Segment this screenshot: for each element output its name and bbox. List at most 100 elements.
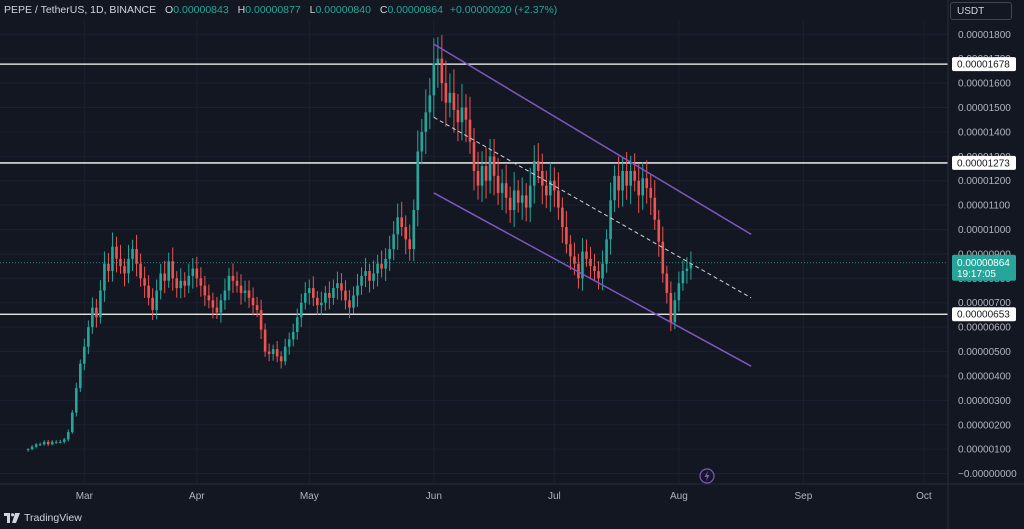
candle-body (279, 356, 283, 362)
candle-body (617, 175, 620, 191)
candle-body (524, 195, 528, 208)
candle-body (436, 58, 440, 64)
candle (163, 260, 166, 294)
candle-body (573, 256, 576, 264)
close-label: C (379, 4, 388, 16)
candle-body (344, 290, 347, 301)
candle (540, 153, 544, 205)
candle-body (412, 210, 416, 250)
grid (0, 20, 948, 484)
change-value: +0.00000020 (+2.37%) (449, 4, 558, 16)
candle-body (159, 273, 162, 291)
candle (685, 256, 689, 284)
channel-support-line[interactable] (433, 192, 752, 367)
candle (641, 162, 645, 210)
candle (251, 287, 255, 316)
candle-body (316, 297, 319, 306)
candle-body (601, 263, 604, 279)
candle-body (263, 329, 267, 352)
candle (629, 155, 632, 205)
candle (512, 172, 516, 227)
candle-body (324, 292, 327, 303)
candle (348, 290, 351, 319)
candle (376, 254, 379, 287)
candle (139, 253, 142, 287)
candle (291, 323, 295, 347)
candle-body (480, 166, 484, 186)
candle (336, 271, 339, 300)
candle-body (135, 249, 138, 264)
candle (633, 153, 636, 192)
candle-body (532, 161, 536, 186)
candle (231, 263, 235, 294)
candle (520, 177, 524, 220)
footer-brand[interactable]: TradingView (24, 512, 82, 524)
candle-body (641, 178, 645, 196)
candle-body (432, 63, 436, 96)
level-label: 0.00001678 (957, 60, 1010, 71)
candle (476, 151, 480, 200)
candle (46, 439, 50, 447)
candle-body (629, 170, 632, 186)
candle-body (528, 185, 532, 208)
candle (70, 410, 74, 434)
candle-body (653, 197, 657, 220)
y-tick-label: 0.00001400 (958, 127, 1011, 138)
candle (79, 359, 82, 393)
channel-mid-line[interactable] (433, 116, 752, 299)
candle (219, 293, 223, 323)
x-tick-label: Sep (795, 491, 813, 502)
candle (199, 267, 203, 297)
candle (352, 286, 355, 314)
candle-body (70, 412, 74, 433)
symbol-name[interactable]: PEPE / TetherUS, 1D, BINANCE (4, 4, 157, 16)
candle (561, 197, 564, 244)
candle-body (167, 261, 171, 281)
candle-body (649, 188, 653, 198)
candle-body (557, 190, 560, 208)
candle (661, 226, 665, 283)
time-axis[interactable]: Mar Apr May Jun Jul Aug Sep Oct (0, 483, 1024, 502)
candle (235, 271, 239, 293)
candle-body (428, 95, 432, 113)
candle (500, 169, 504, 210)
candle (593, 253, 596, 281)
candle-body (444, 83, 448, 103)
channel-resistance-line[interactable] (433, 43, 752, 236)
candle (432, 38, 436, 118)
candle-body (508, 197, 512, 211)
bolt-icon[interactable] (699, 468, 715, 484)
candle-body (307, 288, 311, 293)
candle (436, 37, 440, 88)
candle (50, 440, 54, 446)
candle (545, 170, 548, 209)
candle-body (452, 92, 456, 110)
candle-body (396, 217, 399, 235)
candle-body (320, 302, 323, 306)
candle-body (175, 278, 179, 289)
candle-body (492, 156, 496, 176)
candle-body (95, 307, 98, 318)
candle (605, 229, 608, 273)
candle (380, 250, 383, 278)
candle-body (34, 444, 38, 447)
y-tick-label: 0.00001600 (958, 79, 1011, 90)
candle-body (131, 249, 134, 259)
x-tick-label: May (300, 491, 319, 502)
currency-selector[interactable]: USDT (950, 2, 1012, 20)
candle (26, 448, 30, 452)
candle (299, 293, 303, 328)
candle (111, 232, 114, 282)
last-price-box (952, 254, 1016, 281)
candle (657, 209, 661, 257)
candle-body (364, 271, 367, 276)
candle (324, 285, 327, 311)
candle (549, 162, 552, 212)
candle-body (291, 332, 295, 340)
candle-body (283, 346, 287, 362)
candle (613, 165, 616, 212)
candle (103, 251, 106, 302)
tradingview-logo-icon[interactable] (4, 513, 20, 523)
